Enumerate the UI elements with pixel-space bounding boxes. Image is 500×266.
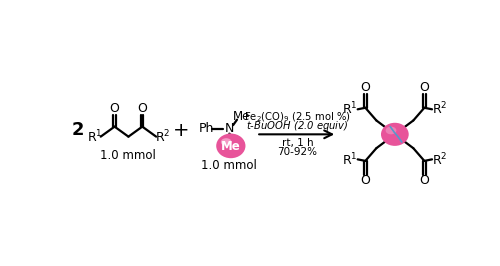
Text: R$^2$: R$^2$ (432, 152, 448, 168)
Text: $t$-BuOOH (2.0 equiv): $t$-BuOOH (2.0 equiv) (246, 119, 348, 133)
Ellipse shape (216, 134, 246, 158)
Text: +: + (172, 121, 189, 140)
Text: 1.0 mmol: 1.0 mmol (202, 159, 257, 172)
Ellipse shape (386, 127, 396, 134)
Text: R$^1$: R$^1$ (342, 152, 357, 168)
Text: Me: Me (221, 140, 240, 153)
Text: Me: Me (233, 110, 250, 123)
Text: Ph: Ph (198, 122, 214, 135)
Text: rt, 1 h: rt, 1 h (282, 138, 314, 148)
Text: R$^1$: R$^1$ (342, 100, 357, 117)
Text: 70-92%: 70-92% (278, 147, 318, 157)
Text: O: O (138, 102, 147, 115)
Text: Fe$_2$(CO)$_9$ (2.5 mol %): Fe$_2$(CO)$_9$ (2.5 mol %) (244, 111, 351, 124)
Text: R$^1$: R$^1$ (87, 128, 102, 145)
Text: N: N (224, 122, 234, 135)
Ellipse shape (221, 138, 232, 146)
Text: O: O (110, 102, 120, 115)
Text: 1.0 mmol: 1.0 mmol (100, 149, 156, 162)
Text: R$^2$: R$^2$ (154, 128, 170, 145)
Ellipse shape (381, 123, 408, 146)
Text: O: O (360, 81, 370, 94)
Text: O: O (420, 81, 430, 94)
Text: O: O (420, 174, 430, 188)
Text: O: O (360, 174, 370, 188)
Text: 2: 2 (72, 122, 84, 139)
Text: R$^2$: R$^2$ (432, 100, 448, 117)
